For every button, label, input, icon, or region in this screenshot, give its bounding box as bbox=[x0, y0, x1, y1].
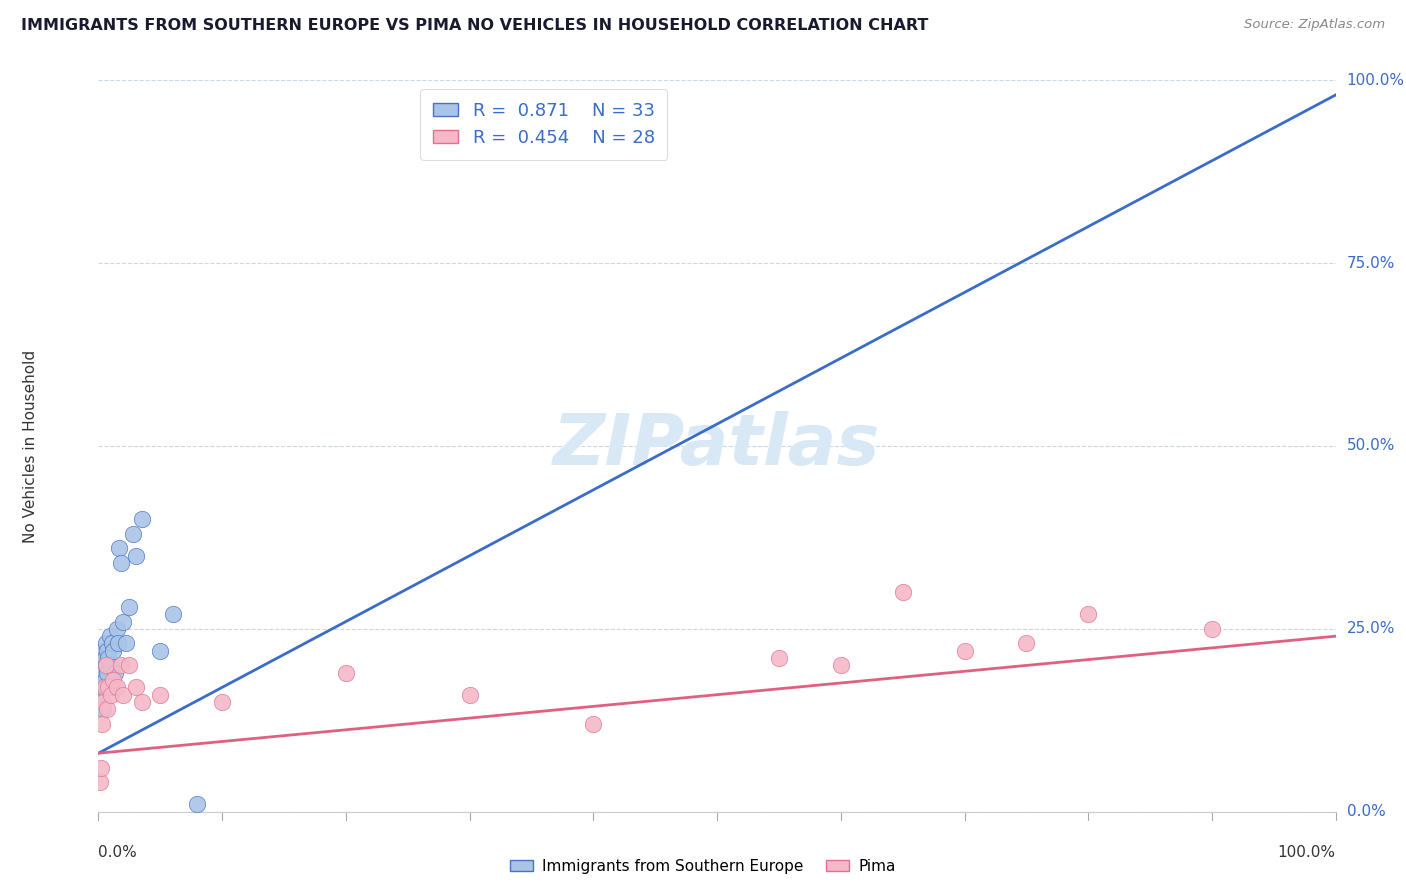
Text: 100.0%: 100.0% bbox=[1278, 845, 1336, 860]
Point bbox=[768, 651, 790, 665]
Point bbox=[90, 688, 112, 702]
Point bbox=[110, 556, 132, 570]
Point bbox=[101, 636, 124, 650]
Text: Source: ZipAtlas.com: Source: ZipAtlas.com bbox=[1244, 18, 1385, 31]
Point bbox=[1201, 622, 1223, 636]
Point bbox=[114, 636, 136, 650]
Point bbox=[186, 797, 208, 812]
Point bbox=[94, 658, 117, 673]
Point bbox=[100, 658, 122, 673]
Point bbox=[94, 636, 117, 650]
Point bbox=[122, 526, 145, 541]
Text: 75.0%: 75.0% bbox=[1347, 256, 1395, 270]
Text: 0.0%: 0.0% bbox=[98, 845, 138, 860]
Point bbox=[96, 644, 118, 658]
Point bbox=[103, 665, 125, 680]
Point bbox=[107, 636, 129, 650]
Text: 0.0%: 0.0% bbox=[1347, 805, 1385, 819]
Point bbox=[98, 629, 121, 643]
Point bbox=[118, 658, 141, 673]
Text: 100.0%: 100.0% bbox=[1347, 73, 1405, 87]
Point bbox=[105, 622, 128, 636]
Point bbox=[458, 688, 481, 702]
Point bbox=[96, 665, 118, 680]
Point bbox=[131, 695, 153, 709]
Point bbox=[105, 681, 128, 695]
Point bbox=[335, 665, 357, 680]
Point bbox=[93, 665, 115, 680]
Point bbox=[93, 695, 115, 709]
Point bbox=[90, 761, 112, 775]
Point bbox=[103, 644, 125, 658]
Point bbox=[97, 651, 120, 665]
Point bbox=[110, 658, 132, 673]
Point bbox=[100, 681, 122, 695]
Point bbox=[112, 615, 135, 629]
Point bbox=[93, 651, 115, 665]
Point bbox=[162, 607, 184, 622]
Text: IMMIGRANTS FROM SOUTHERN EUROPE VS PIMA NO VEHICLES IN HOUSEHOLD CORRELATION CHA: IMMIGRANTS FROM SOUTHERN EUROPE VS PIMA … bbox=[21, 18, 928, 33]
Point bbox=[94, 658, 117, 673]
Point bbox=[103, 673, 125, 687]
Point bbox=[89, 775, 111, 789]
Point bbox=[91, 644, 114, 658]
Text: 50.0%: 50.0% bbox=[1347, 439, 1395, 453]
Point bbox=[93, 673, 115, 687]
Point bbox=[1015, 636, 1038, 650]
Point bbox=[830, 658, 852, 673]
Text: 25.0%: 25.0% bbox=[1347, 622, 1395, 636]
Point bbox=[149, 688, 172, 702]
Point bbox=[953, 644, 976, 658]
Point bbox=[582, 717, 605, 731]
Point bbox=[93, 702, 115, 716]
Point bbox=[97, 681, 120, 695]
Point bbox=[91, 717, 114, 731]
Legend: R =  0.871    N = 33, R =  0.454    N = 28: R = 0.871 N = 33, R = 0.454 N = 28 bbox=[420, 89, 668, 160]
Legend: Immigrants from Southern Europe, Pima: Immigrants from Southern Europe, Pima bbox=[503, 853, 903, 880]
Point bbox=[108, 541, 131, 556]
Point bbox=[91, 681, 114, 695]
Point bbox=[149, 644, 172, 658]
Text: No Vehicles in Household: No Vehicles in Household bbox=[22, 350, 38, 542]
Point bbox=[89, 673, 111, 687]
Point bbox=[124, 549, 146, 563]
Point bbox=[112, 688, 135, 702]
Point bbox=[211, 695, 233, 709]
Point bbox=[131, 512, 153, 526]
Point bbox=[93, 681, 115, 695]
Text: ZIPatlas: ZIPatlas bbox=[554, 411, 880, 481]
Point bbox=[891, 585, 914, 599]
Point bbox=[124, 681, 146, 695]
Point bbox=[1077, 607, 1099, 622]
Point bbox=[96, 702, 118, 716]
Point bbox=[100, 688, 122, 702]
Point bbox=[118, 599, 141, 614]
Point bbox=[90, 658, 112, 673]
